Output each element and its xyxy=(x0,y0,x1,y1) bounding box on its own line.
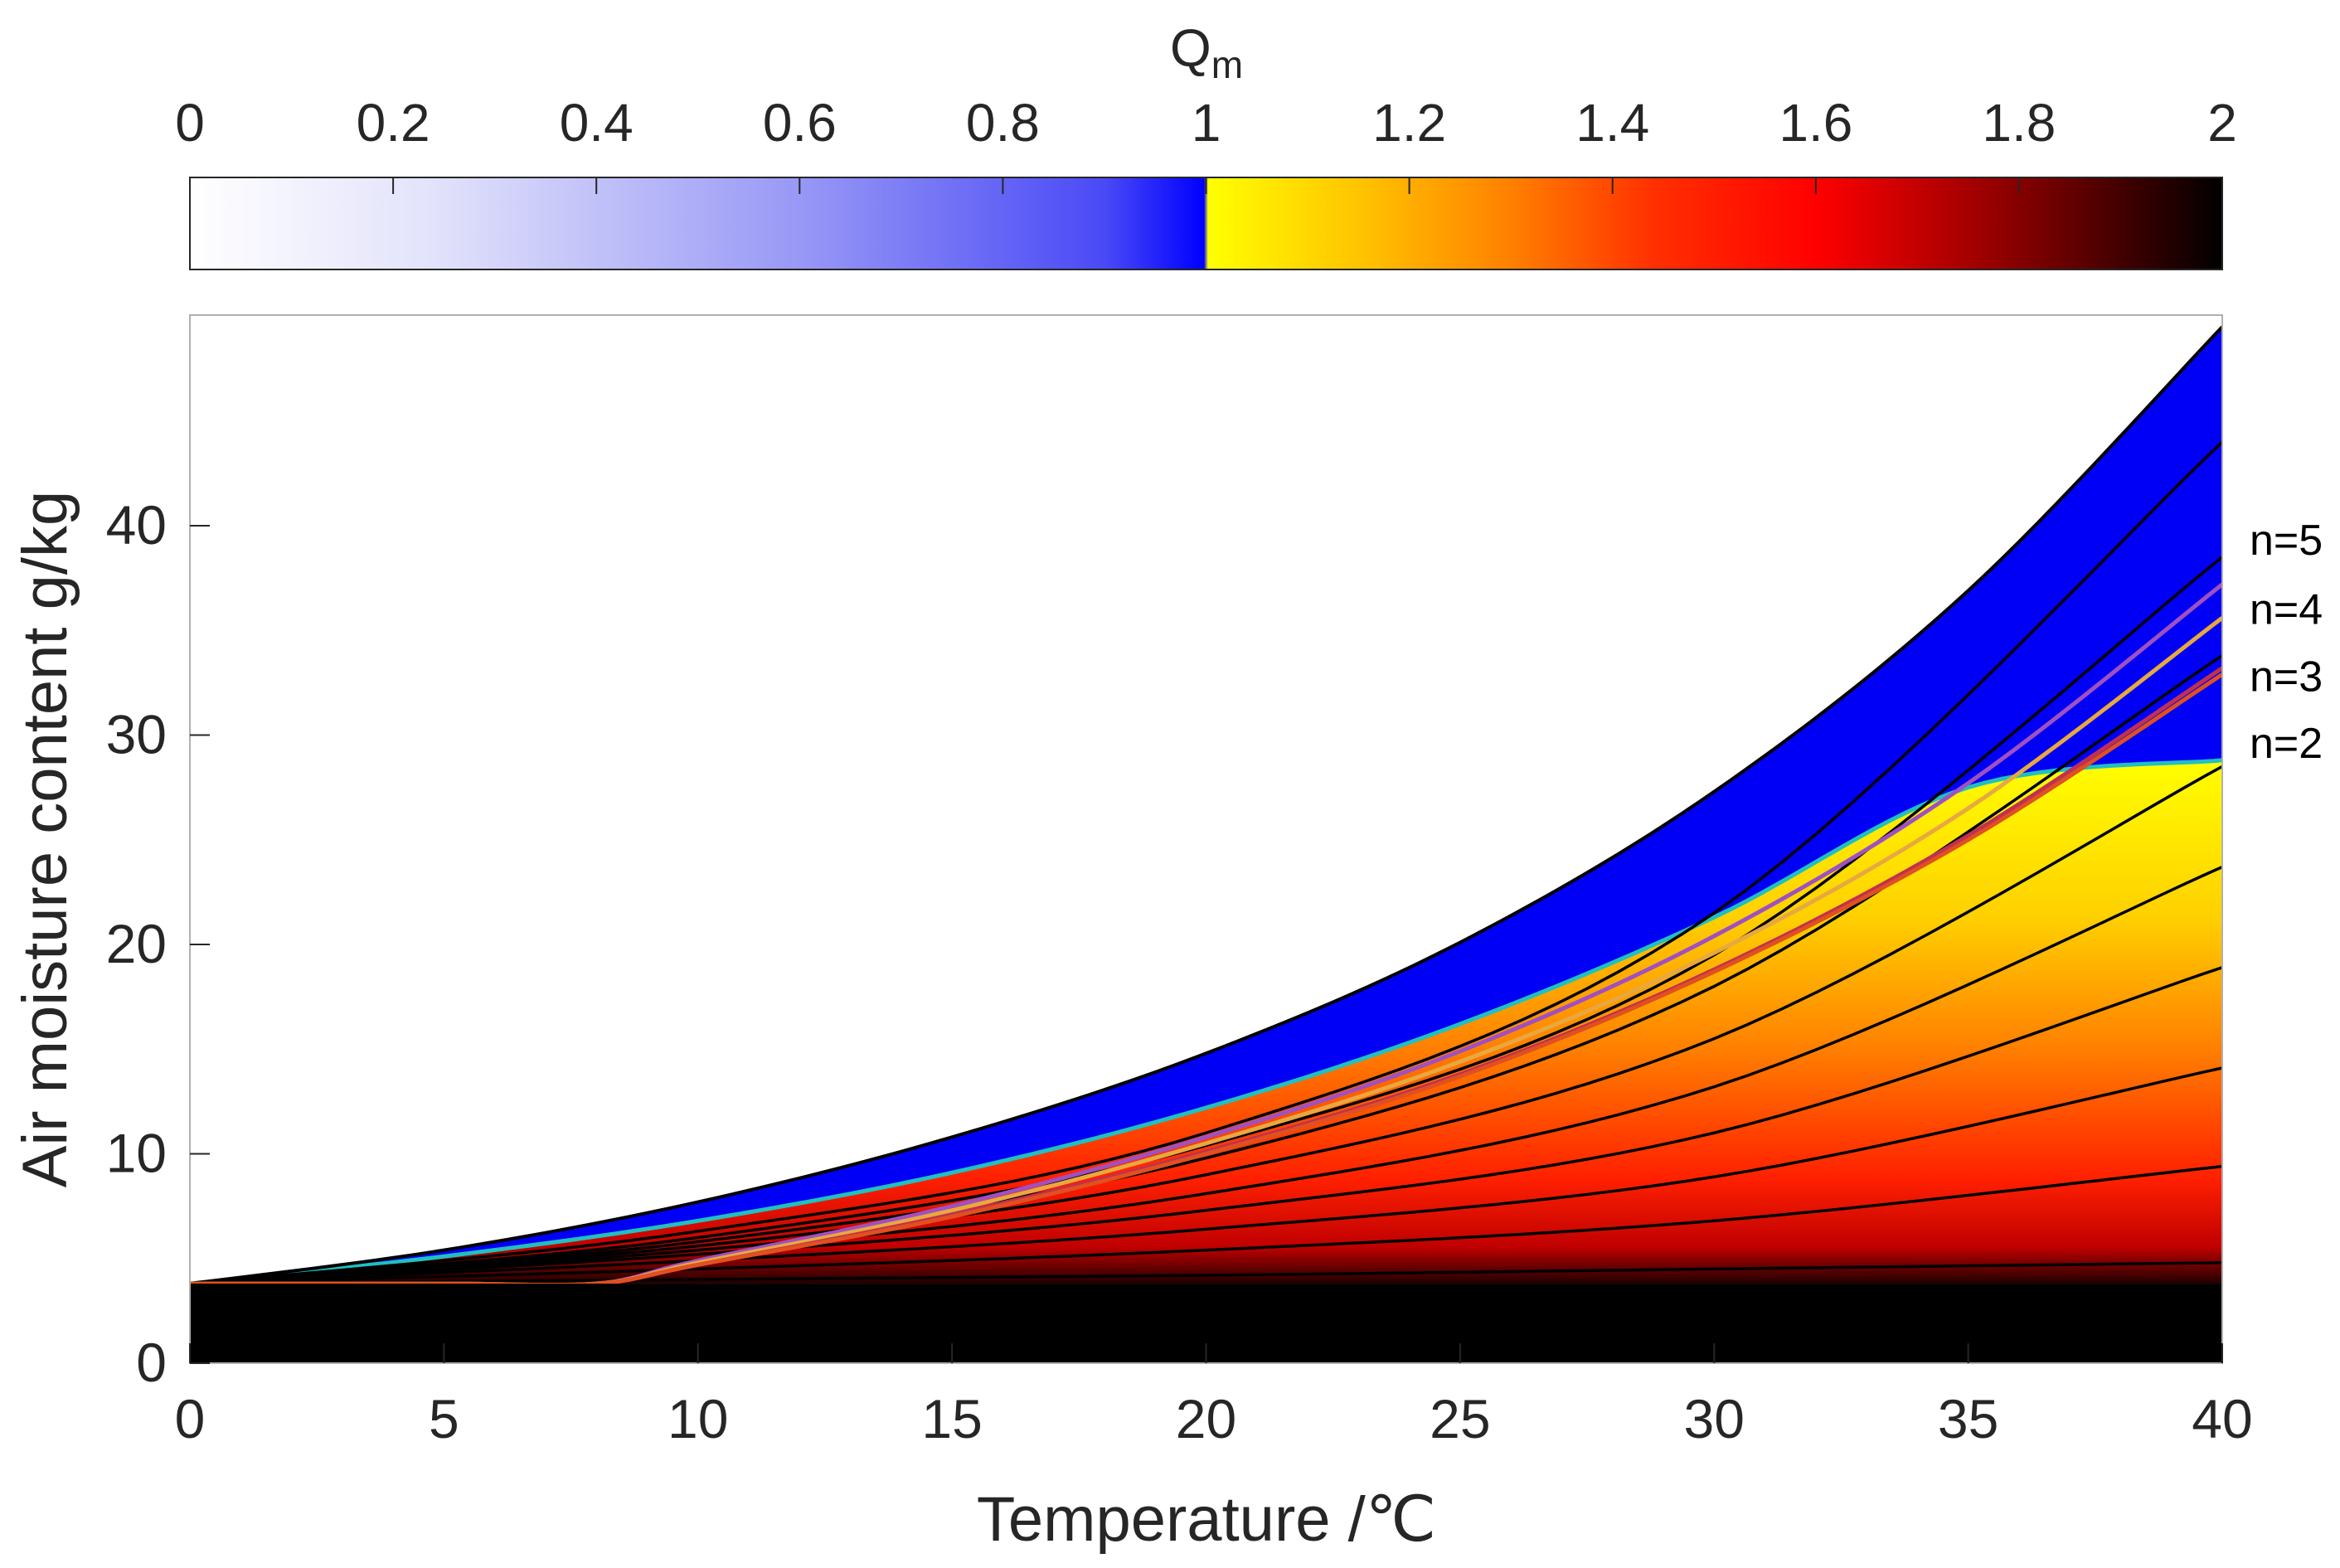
colorbar-tick-label-2: 2 xyxy=(2207,93,2237,153)
y-tick-label-0: 0 xyxy=(136,1332,167,1393)
y-axis-label: Air moisture content g/kg xyxy=(10,491,80,1188)
x-axis-ticks: 0 5 10 15 20 25 30 35 40 xyxy=(175,1343,2253,1449)
x-tick-label-40: 40 xyxy=(2192,1388,2252,1449)
y-tick-label-30: 30 xyxy=(106,704,167,765)
x-tick-label-30: 30 xyxy=(1684,1388,1745,1449)
y-tick-label-10: 10 xyxy=(106,1123,167,1184)
iso-line-1 xyxy=(190,440,2222,1285)
colorbar-ticks xyxy=(189,177,2223,194)
colorbar-tick-label-0.2: 0.2 xyxy=(357,93,430,153)
colorbar-tick-labels: 0 0.2 0.4 0.6 0.8 1 1.2 1.4 1.6 1.8 2 xyxy=(175,93,2237,153)
series-labels: n=5 n=4 n=3 n=2 xyxy=(2250,517,2323,768)
series-label-n-5: n=5 xyxy=(2250,517,2323,565)
x-tick-label-0: 0 xyxy=(175,1388,206,1449)
iso-line-7 xyxy=(190,1066,2222,1285)
series-label-n-4: n=4 xyxy=(2250,585,2323,634)
x-tick-label-5: 5 xyxy=(429,1388,459,1449)
region-q-below-one xyxy=(190,327,2222,1284)
colorbar: Qm 0 0.2 0.4 0.6 0.8 1 1.2 1.4 1.6 1.8 2 xyxy=(175,18,2237,270)
colorbar-title-subscript: m xyxy=(1211,43,1243,86)
colorbar-tick-label-0: 0 xyxy=(175,93,205,153)
x-tick-label-15: 15 xyxy=(921,1388,982,1449)
iso-line-5 xyxy=(190,865,2222,1285)
series-label-n-2: n=2 xyxy=(2250,720,2323,768)
colorbar-tick-label-0.8: 0.8 xyxy=(966,93,1040,153)
iso-line-4 xyxy=(190,765,2222,1285)
x-tick-label-25: 25 xyxy=(1430,1388,1490,1449)
region-q-above-one xyxy=(190,760,2222,1284)
series-label-n-3: n=3 xyxy=(2250,653,2323,701)
colorbar-tick-label-0.4: 0.4 xyxy=(560,93,634,153)
x-tick-label-35: 35 xyxy=(1938,1388,1998,1449)
colorbar-tick-label-1.8: 1.8 xyxy=(1982,93,2056,153)
colorbar-tick-label-1.2: 1.2 xyxy=(1372,93,1446,153)
y-tick-label-20: 20 xyxy=(106,913,167,974)
x-axis-label: Temperature /℃ xyxy=(977,1484,1436,1555)
plot-area xyxy=(189,314,2223,1364)
iso-line-6 xyxy=(190,966,2222,1285)
y-axis-ticks: 0 10 20 30 40 xyxy=(106,494,210,1393)
q-equal-one-boundary xyxy=(190,758,2222,1286)
saturation-curve xyxy=(190,325,2222,1286)
x-tick-label-10: 10 xyxy=(668,1388,728,1449)
y-tick-label-40: 40 xyxy=(106,494,167,556)
colorbar-tick-label-1: 1 xyxy=(1192,93,1221,153)
colorbar-title: Qm xyxy=(1170,18,1243,86)
colorbar-tick-label-1.4: 1.4 xyxy=(1575,93,1649,153)
colorbar-title-main: Q xyxy=(1170,18,1211,78)
colorbar-tick-label-1.6: 1.6 xyxy=(1779,93,1852,153)
iso-line-9 xyxy=(190,1261,2222,1285)
colorbar-tick-label-0.6: 0.6 xyxy=(763,93,837,153)
x-tick-label-20: 20 xyxy=(1176,1388,1236,1449)
iso-line-8 xyxy=(190,1164,2222,1285)
